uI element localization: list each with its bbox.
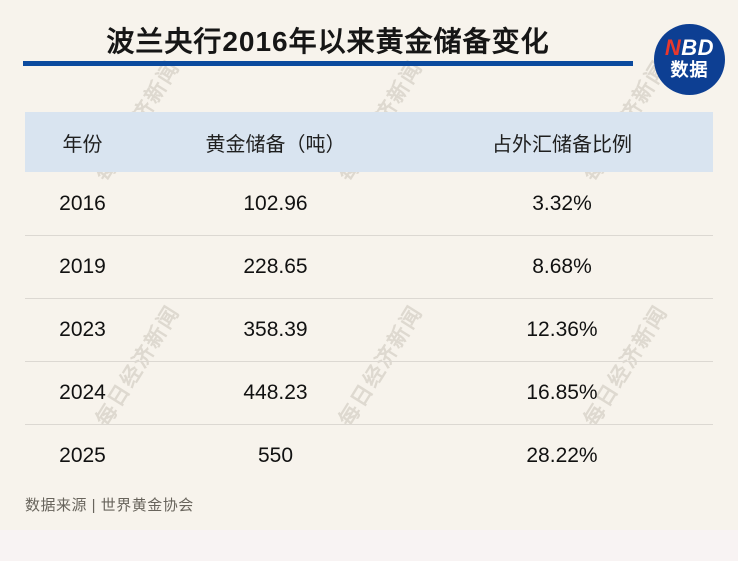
- table-row: 2016 102.96 3.32%: [25, 172, 713, 235]
- table-header-row: 年份 黄金储备（吨） 占外汇储备比例: [25, 112, 713, 172]
- gold-reserve-cell: 102.96: [243, 191, 308, 215]
- year-cell: 2024: [59, 381, 106, 404]
- fx-ratio-cell: 3.32%: [532, 191, 592, 215]
- fx-ratio-cell: 12.36%: [526, 318, 598, 341]
- table-body: 2016 102.96 3.32% 2019 228.65 8.68% 2023 358.39…: [25, 172, 713, 487]
- year-cell: 2025: [59, 444, 106, 467]
- fx-ratio-cell: 28.22%: [526, 444, 598, 467]
- nbd-logo: NBD 数据: [654, 24, 725, 95]
- col-header-fx-ratio: 占外汇储备比例: [492, 133, 632, 156]
- logo-letter-n: N: [664, 35, 682, 61]
- gold-reserve-cell: 358.39: [243, 318, 308, 341]
- gold-reserve-cell: 550: [257, 444, 294, 467]
- col-header-gold-reserve: 黄金储备（吨）: [205, 133, 346, 156]
- table-row: 2023 358.39 12.36%: [25, 298, 713, 361]
- fx-ratio-cell: 16.85%: [526, 381, 598, 404]
- logo-letters-bd: BD: [681, 35, 715, 61]
- gold-reserve-table: 年份 黄金储备（吨） 占外汇储备比例 2016 102.96 3.32% 2019 22…: [25, 112, 713, 487]
- nbd-logo-subtext: 数据: [670, 60, 709, 81]
- table-row: 2025 550 28.22%: [25, 424, 713, 487]
- year-cell: 2023: [59, 318, 106, 341]
- data-source-note: 数据来源 | 世界黄金协会: [25, 497, 194, 514]
- year-cell: 2019: [59, 255, 106, 278]
- gold-reserve-cell: 228.65: [243, 255, 308, 278]
- table-row: 2024 448.23 16.85%: [25, 361, 713, 424]
- col-header-year: 年份: [62, 133, 103, 156]
- bottom-strip: [0, 530, 738, 561]
- page-title: 波兰央行2016年以来黄金储备变化: [106, 26, 550, 57]
- fx-ratio-cell: 8.68%: [532, 255, 592, 278]
- year-cell: 2016: [59, 191, 106, 215]
- table-row: 2019 228.65 8.68%: [25, 235, 713, 298]
- title-underline: [23, 61, 633, 66]
- nbd-logo-text: NBD: [665, 37, 714, 59]
- gold-reserve-cell: 448.23: [243, 381, 308, 404]
